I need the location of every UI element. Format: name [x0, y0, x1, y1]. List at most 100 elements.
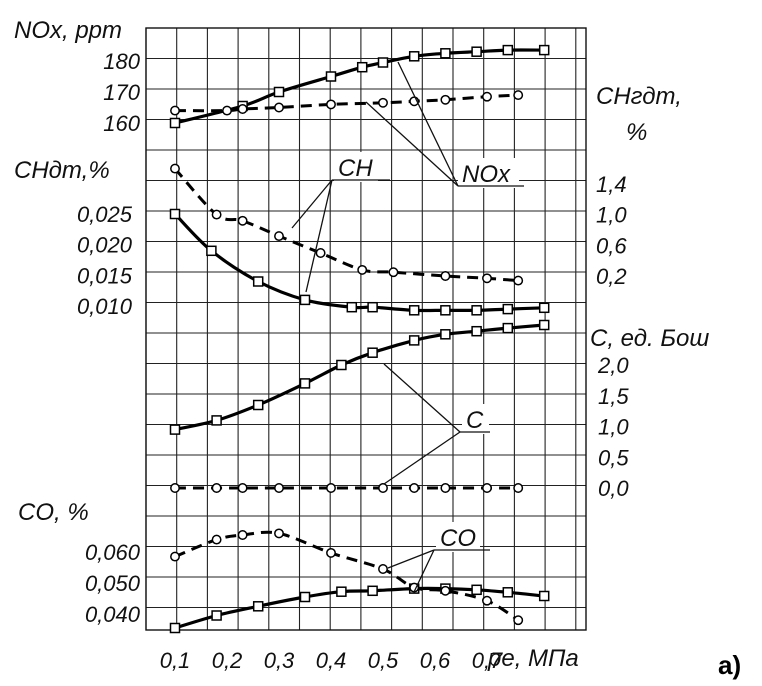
x-tick-label: 0,7 — [472, 648, 503, 673]
c-series-2-point — [211, 483, 222, 493]
c-series-1-point — [538, 319, 550, 331]
c-series-1-point — [471, 325, 482, 337]
ch-series-2-point — [388, 267, 399, 278]
nox-series-2-line — [174, 93, 519, 113]
ch-right-axis-title-line1: CHгдт, — [596, 83, 682, 110]
co-series-1-point — [538, 590, 550, 602]
nox-callout-leader — [397, 61, 459, 187]
co-series-2-line — [174, 530, 520, 622]
c-series-2-point — [326, 483, 336, 493]
x-tick-label: 0,2 — [212, 648, 243, 673]
c-series-2-point — [513, 483, 524, 493]
ch-series-1-point — [440, 305, 451, 316]
nox-tick-label: 160 — [103, 111, 140, 136]
c-series-1-point — [367, 347, 378, 358]
co-series-2-point — [211, 534, 222, 545]
co-series-2-point — [482, 595, 492, 606]
c-series-2-point — [237, 483, 248, 493]
ch-series-1-point — [252, 276, 264, 287]
ch-series-2-point — [274, 231, 284, 242]
nox-series-1-point — [169, 117, 181, 129]
co-series-2-point — [326, 547, 336, 558]
label-layer: 180 170 160 0,025 0,020 0,015 0,010 1,4 1,0 0,6 0,… — [77, 49, 629, 673]
co-callout: CO — [440, 525, 476, 552]
co-axis-title: CO, % — [18, 499, 89, 526]
co-series-1-point — [169, 622, 181, 634]
ch-callout-leader — [291, 179, 333, 229]
ch-series-1-point — [408, 305, 420, 316]
ch-series-1-point — [471, 305, 482, 316]
c-series-2-point — [409, 483, 420, 493]
ch-series-2-point — [440, 271, 451, 281]
co-series-1-point — [367, 585, 378, 597]
ch-series-1-point — [538, 302, 550, 314]
co-series-1-point — [471, 584, 482, 596]
c-tick-label: 0,0 — [598, 476, 629, 501]
ch-callout-leader — [305, 179, 333, 293]
c-series-1-point — [299, 378, 311, 389]
series-layer — [169, 44, 550, 634]
nox-series-2-point — [170, 105, 180, 116]
ch-left-tick-label: 0,015 — [77, 263, 133, 288]
nox-series-1-point — [377, 57, 389, 68]
nox-series-1-point — [538, 44, 550, 56]
nox-series-2-point — [482, 91, 492, 102]
nox-series-2-point — [513, 90, 524, 101]
x-tick-label: 0,5 — [368, 648, 399, 673]
nox-series-1-point — [502, 44, 514, 56]
c-series-2-point — [378, 483, 388, 493]
ch-series-2-point — [482, 273, 492, 284]
ch-series-1-line — [173, 212, 545, 313]
ch-series-1-point — [206, 245, 217, 257]
panel-letter: а) — [718, 650, 741, 680]
c-series-2-point — [482, 483, 492, 493]
nox-series-1-point — [471, 46, 482, 57]
x-tick-label: 0,6 — [420, 648, 451, 673]
ch-series-2-point — [170, 163, 180, 174]
ch-right-tick-label: 0,2 — [596, 264, 627, 289]
ch-series-1-point — [367, 301, 378, 313]
x-tick-label: 0,4 — [316, 648, 347, 673]
nox-callout-bg — [458, 158, 519, 188]
co-callout-bg — [436, 522, 480, 552]
c-tick-label: 2,0 — [597, 353, 629, 378]
ch-series-1-point — [169, 208, 181, 220]
ch-series-2-point — [315, 248, 326, 258]
ch-right-axis-title-line2: % — [626, 119, 647, 146]
x-tick-label: 0,1 — [160, 648, 191, 673]
nox-tick-label: 170 — [103, 80, 140, 105]
nox-series-2-point — [274, 102, 284, 113]
ch-left-tick-label: 0,020 — [77, 233, 133, 258]
c-series-1-point — [336, 359, 347, 371]
co-series-1-point — [502, 587, 514, 598]
c-tick-label: 0,5 — [598, 445, 629, 470]
c-series-1-point — [252, 399, 264, 411]
co-series-2-point — [274, 528, 284, 539]
co-series-1-point — [336, 586, 347, 597]
c-tick-label: 1,0 — [598, 415, 629, 440]
co-series-2-point — [170, 551, 180, 562]
ch-callout-bg — [334, 152, 378, 182]
co-callout-leader — [413, 549, 435, 593]
co-series-2-point — [513, 615, 524, 626]
nox-series-1-point — [356, 61, 368, 73]
ch-right-tick-label: 1,4 — [596, 172, 627, 197]
co-series-1-point — [299, 591, 311, 603]
co-tick-label: 0,050 — [85, 571, 141, 596]
nox-axis-title: NOx, ppm — [14, 17, 122, 44]
c-series-1-point — [211, 415, 222, 426]
ch-series-2-point — [357, 264, 368, 275]
plot-frame — [145, 27, 587, 631]
c-series-2-point — [440, 483, 451, 493]
x-tick-label: 0,3 — [264, 648, 295, 673]
ch-axis-title: CHдт,% — [14, 157, 110, 184]
nox-series-1-point — [408, 51, 420, 62]
ch-series-2-line — [173, 167, 519, 283]
ch-series-2-point — [237, 215, 248, 226]
c-series-2-point — [170, 483, 180, 493]
nox-callout: NOx — [462, 161, 511, 188]
co-tick-label: 0,040 — [85, 602, 141, 627]
nox-series-2-point — [237, 104, 248, 114]
ch-right-tick-label: 1,0 — [596, 203, 627, 228]
co-callout-leader — [387, 549, 435, 569]
